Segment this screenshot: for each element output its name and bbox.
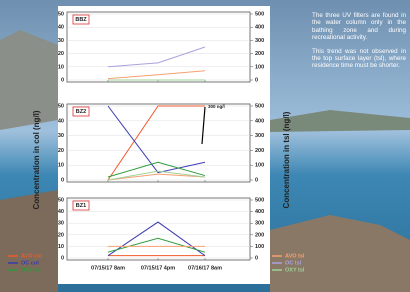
- page: Concentration in col (ng/l) Concentratio…: [0, 0, 410, 292]
- y2-tick-label: 500: [255, 197, 264, 203]
- photo-rocks: [0, 190, 58, 292]
- y-tick-label: 20: [58, 51, 64, 57]
- y-axis-label: Concentration in col (ng/l): [32, 110, 41, 209]
- legend-label: OC col: [21, 260, 39, 266]
- y-tick-label: 20: [58, 232, 64, 238]
- y2-tick-label: 200: [255, 232, 264, 238]
- sidebar-paragraph: This trend was not observed in the top s…: [312, 48, 406, 70]
- photo-hill: [0, 30, 58, 130]
- y2-axis-label: Concentration in tsl (ng/l): [282, 111, 291, 208]
- y2-tick-label: 500: [255, 11, 264, 17]
- y2-tick-label: 400: [255, 118, 264, 124]
- chart-panel: [58, 6, 270, 284]
- legend-label: OC tsl: [285, 260, 302, 266]
- y2-tick-label: 300: [255, 133, 264, 139]
- sidebar-text: The three UV filters are found in the wa…: [312, 12, 406, 76]
- y-tick-label: 50: [58, 11, 64, 17]
- y2-tick-label: 200: [255, 51, 264, 57]
- y-tick-label: 40: [58, 118, 64, 124]
- y2-tick-label: 400: [255, 25, 264, 31]
- y-tick-label: 10: [58, 64, 64, 70]
- y2-tick-label: 0: [255, 177, 258, 183]
- legend-label: OXY tsl: [285, 267, 305, 273]
- legend-label: AVO tsl: [285, 253, 305, 259]
- y-tick-label: 30: [58, 38, 64, 44]
- legend-label: OXY col: [21, 267, 42, 273]
- x-tick-label: 07/15/17 4pm: [141, 265, 175, 271]
- y2-tick-label: 500: [255, 103, 264, 109]
- x-tick-label: 07/15/17 8am: [91, 265, 125, 271]
- y-tick-label: 20: [58, 148, 64, 154]
- y-tick-label: 0: [61, 77, 64, 83]
- y2-tick-label: 0: [255, 77, 258, 83]
- y2-tick-label: 100: [255, 244, 264, 250]
- panel-label: BZ2: [76, 109, 86, 115]
- y-tick-label: 30: [58, 221, 64, 227]
- annotation: 300 ng/l: [208, 104, 225, 109]
- y2-tick-label: 200: [255, 148, 264, 154]
- y-tick-label: 0: [61, 177, 64, 183]
- y2-tick-label: 300: [255, 38, 264, 44]
- y2-tick-label: 100: [255, 64, 264, 70]
- sidebar-paragraph: The three UV filters are found in the wa…: [312, 12, 406, 42]
- y-tick-label: 40: [58, 25, 64, 31]
- y-tick-label: 50: [58, 103, 64, 109]
- x-tick-label: 07/16/17 8am: [188, 265, 222, 271]
- panel-label: BZ1: [76, 203, 86, 209]
- y-tick-label: 10: [58, 244, 64, 250]
- y-tick-label: 50: [58, 197, 64, 203]
- y-tick-label: 40: [58, 209, 64, 215]
- y-tick-label: 30: [58, 133, 64, 139]
- y2-tick-label: 100: [255, 163, 264, 169]
- legend-label: AVO col: [21, 253, 42, 259]
- y-tick-label: 0: [61, 255, 64, 261]
- panel-label: BBZ: [75, 17, 87, 23]
- y2-tick-label: 300: [255, 221, 264, 227]
- y2-tick-label: 0: [255, 255, 258, 261]
- y-tick-label: 10: [58, 163, 64, 169]
- y2-tick-label: 400: [255, 209, 264, 215]
